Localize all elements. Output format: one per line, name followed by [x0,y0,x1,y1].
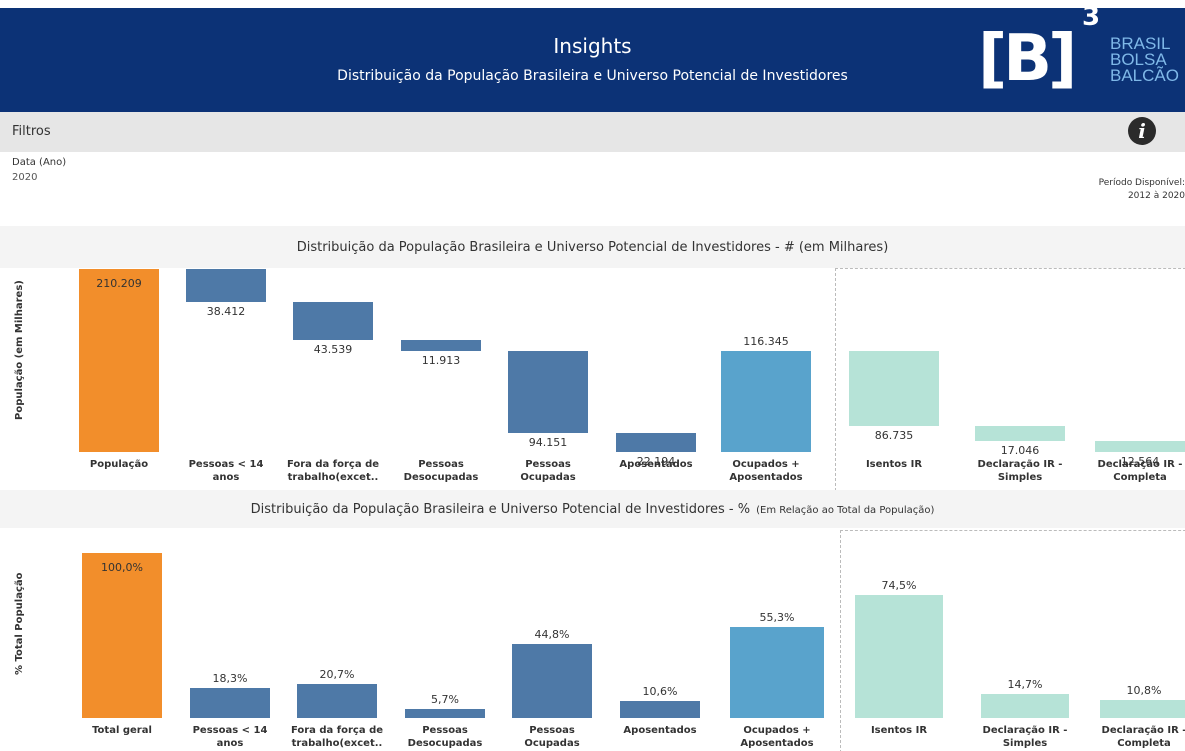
header: Insights Distribuição da População Brasi… [0,8,1185,112]
logo-text: BRASIL BOLSA BALCÃO [1110,34,1179,85]
period-value: 2012 à 2020 [1127,191,1185,201]
section-box [835,268,1185,491]
category-label: Fora da força de trabalho(excet.. [286,459,380,483]
category-label: Declaração IR - Completa [1097,459,1183,483]
filter-label: Data (Ano) [12,157,67,168]
section-box [840,530,1185,751]
bar [186,269,266,303]
value-label: 10,8% [1126,684,1162,698]
chart-title-text: Distribuição da População Brasileira e U… [296,240,889,255]
logo-superscript: 3 [1082,8,1101,32]
bar [620,700,700,718]
value-label: 22.194 [636,455,676,468]
period: Período Disponível: 2012 à 2020 [1099,177,1185,203]
value-label: 44,8% [534,628,570,642]
value-label: 12.564 [1120,455,1160,468]
filters-title: Filtros [12,124,51,139]
category-label: População [89,459,149,470]
value-label: 94.151 [528,435,568,449]
category-label: Declaração IR - Simples [982,725,1068,749]
period-label: Período Disponível: [1098,178,1185,188]
value-label: 100,0% [101,561,143,574]
category-label: Pessoas Ocupadas [520,459,576,483]
chart-title-text: Distribuição da População Brasileira e U… [250,502,751,517]
value-label: 18,3% [212,671,248,685]
value-label: 10,6% [642,684,678,698]
value-label: 210.209 [96,277,142,290]
category-label: Pessoas Desocupadas [403,459,479,483]
chart-title-bar [0,490,1185,528]
info-icon[interactable]: i [1128,117,1156,145]
chart-title: Distribuição da População Brasileira e U… [0,502,1185,517]
logo-line: BALCÃO [1110,66,1179,85]
y-axis-label: População (em Milhares) [14,280,25,420]
category-label: Pessoas Desocupadas [407,725,483,749]
value-label: 116.345 [743,334,789,348]
bar [293,302,373,341]
logo-line: BRASIL [1110,34,1171,53]
category-label: Ocupados + Aposentados [729,459,803,483]
value-label: 86.735 [874,429,914,443]
bar [981,693,1069,718]
bar [79,269,159,452]
category-label: Total geral [92,725,152,736]
bar [401,340,481,351]
bar [721,350,811,452]
bar [849,350,939,427]
bar [405,708,485,718]
bar [82,553,162,718]
title: Insights [553,34,632,58]
category-label: Pessoas < 14 anos [192,725,268,749]
bar [975,426,1065,442]
bar [855,595,943,718]
category-label: Ocupados + Aposentados [740,725,814,749]
bar [616,432,696,452]
category-label: Pessoas Ocupadas [524,725,580,749]
chart-title: Distribuição da População Brasileira e U… [0,240,1185,255]
category-label: Aposentados [623,725,697,736]
value-label: 74,5% [881,579,917,593]
filter-value: 2020 [12,172,38,183]
value-label: 43.539 [313,343,353,357]
value-label: 11.913 [421,353,461,367]
y-axis-label: % Total População [14,572,25,676]
category-label: Declaração IR - Completa [1101,725,1185,749]
category-label: Pessoas < 14 anos [188,459,264,483]
chart-title-note: (Em Relação ao Total da População) [756,505,935,516]
value-label: 38.412 [206,305,246,319]
category-label: Fora da força de trabalho(excet.. [290,725,384,749]
bar [1100,700,1185,718]
category-label: Isentos IR [870,725,928,736]
value-label: 14,7% [1007,677,1043,691]
category-label: Isentos IR [865,459,923,470]
bar [297,683,377,718]
bar [730,626,824,718]
value-label: 17.046 [1000,444,1040,458]
bar [1095,441,1185,452]
value-label: 55,3% [759,610,795,624]
filters-bar: Filtros i [0,112,1185,152]
bar [190,687,270,718]
category-label: Declaração IR - Simples [977,459,1063,483]
chart-title-bar [0,226,1185,268]
category-label: Aposentados [619,459,693,470]
bar [508,350,588,433]
value-label: 5,7% [431,692,459,706]
logo-mark: [B] [978,22,1077,96]
bar [512,644,592,718]
subtitle: Distribuição da População Brasileira e U… [337,68,848,84]
logo-line: BOLSA [1110,50,1167,69]
value-label: 20,7% [319,667,355,681]
